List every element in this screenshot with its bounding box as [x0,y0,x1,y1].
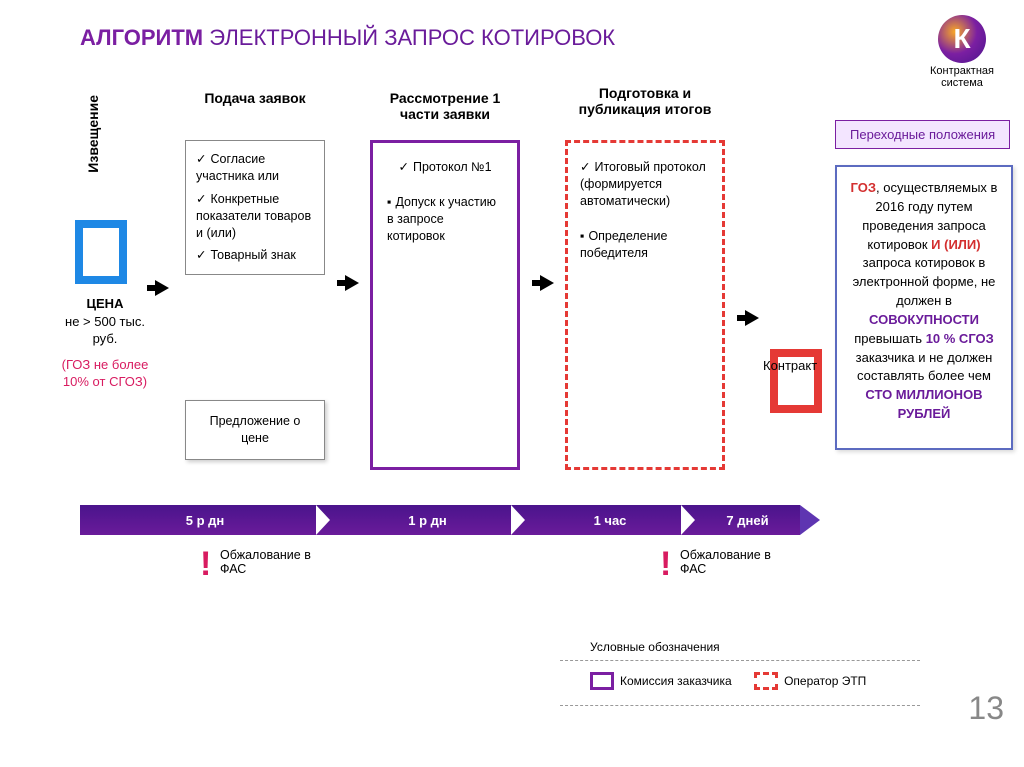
transitional-box: ГОЗ, осуществляемых в 2016 году путем пр… [835,165,1013,450]
tl-seg-4: 7 дней [695,505,800,535]
logo: К Контрактная система [930,15,994,89]
price-line: не > 500 тыс. руб. [60,313,150,348]
appeal-2: Обжалование в ФАС [680,548,780,576]
c1-item: Товарный знак [196,247,314,264]
arrow-3 [540,275,554,291]
logo-icon: К [938,15,986,63]
page-number: 13 [968,690,1004,727]
col2-box: Протокол №1 Допуск к участию в запросе к… [370,140,520,470]
arrow-4 [745,310,759,326]
exclaim-2: ! [660,545,671,584]
col3-box: Итоговый протокол (формируется автоматич… [565,140,725,470]
contract-label: Контракт [763,358,817,373]
c1-item: Конкретные показатели товаров и (или) [196,191,314,242]
logo-caption: Контрактная система [930,65,994,89]
exclaim-1: ! [200,545,211,584]
offer-box: Предложение о цене [185,400,325,460]
c3-item: Итоговый протокол (формируется автоматич… [580,159,710,210]
arrow-1 [155,280,169,296]
legend-row: Комиссия заказчика Оператор ЭТП [590,672,884,695]
title-rest: ЭЛЕКТРОННЫЙ ЗАПРОС КОТИРОВОК [209,25,615,50]
c1-item: Согласие участника или [196,151,314,185]
goz-note: (ГОЗ не более 10% от СГОЗ) [60,356,150,391]
legend-a: Комиссия заказчика [590,672,732,690]
transitional-button[interactable]: Переходные положения [835,120,1010,149]
notice-label: Извещение [85,95,101,173]
col1-box: Согласие участника или Конкретные показа… [185,140,325,275]
tl-seg-2: 1 р дн [330,505,525,535]
legend-div1 [560,660,920,661]
timeline: .tl-seg:first-child::before{display:none… [80,505,800,535]
tl-seg-3: 1 час [525,505,695,535]
legend-b: Оператор ЭТП [754,672,866,690]
col1-head: Подача заявок [185,90,325,106]
timeline-arrow-icon [800,505,820,535]
col3-head: Подготовка и публикация итогов [560,85,730,117]
legend-head: Условные обозначения [590,640,720,654]
col2-head: Рассмотрение 1 части заявки [370,90,520,122]
title-bold: АЛГОРИТМ [80,25,203,50]
tl-seg-1: 5 р дн [80,505,330,535]
legend-div2 [560,705,920,706]
notice-doc-icon [75,220,127,284]
appeal-1: Обжалование в ФАС [220,548,320,576]
c2-item: Допуск к участию в запросе котировок [387,194,503,245]
price-block: ЦЕНА не > 500 тыс. руб. (ГОЗ не более 10… [60,295,150,391]
arrow-2 [345,275,359,291]
c2-item: Протокол №1 [387,159,503,176]
c3-item: Определение победителя [580,228,710,262]
price-title: ЦЕНА [60,295,150,313]
page-title: АЛГОРИТМ ЭЛЕКТРОННЫЙ ЗАПРОС КОТИРОВОК [80,25,615,51]
